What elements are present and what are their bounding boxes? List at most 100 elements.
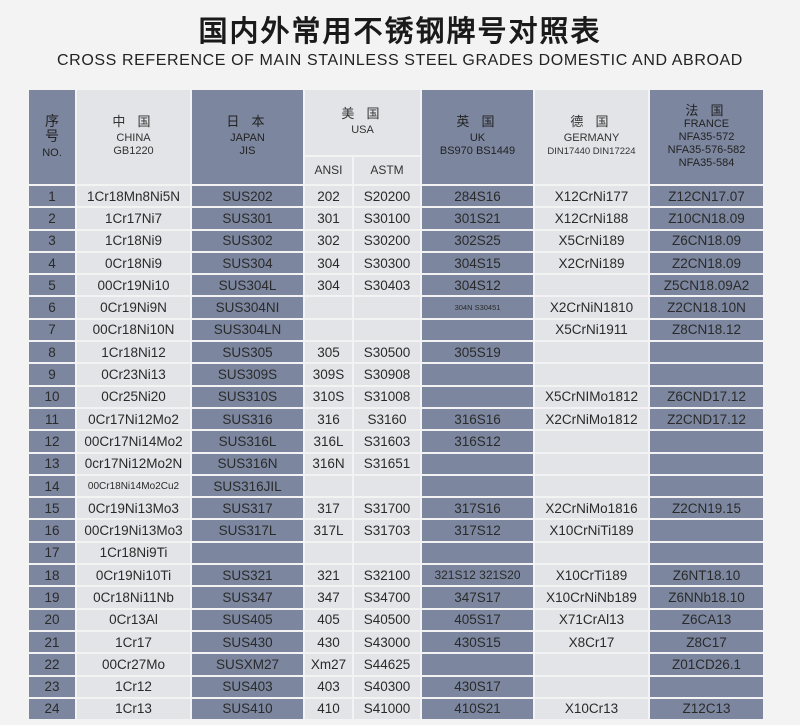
uk-grade bbox=[422, 453, 533, 474]
france-grade: Z2CN18.10N bbox=[650, 297, 763, 318]
japan-grade: SUS321 bbox=[192, 565, 303, 586]
table-row: 13 0cr17Ni12Mo2N SUS316N 316N S31651 bbox=[29, 453, 763, 474]
germany-grade: X10CrNiTi189 bbox=[535, 520, 648, 541]
japan-grade: SUS304L bbox=[192, 275, 303, 296]
uk-grade: 317S16 bbox=[422, 498, 533, 519]
france-grade: Z8C17 bbox=[650, 631, 763, 653]
japan-grade: SUS316 bbox=[192, 408, 303, 430]
row-number: 20 bbox=[29, 609, 75, 630]
page-title: 国内外常用不锈钢牌号对照表 bbox=[198, 14, 602, 48]
uk-grade: 347S17 bbox=[422, 587, 533, 608]
uk-grade: 405S17 bbox=[422, 609, 533, 630]
china-grade: 00Cr27Mo bbox=[77, 654, 190, 675]
germany-grade: X2CrNi189 bbox=[535, 252, 648, 274]
usa-astm: S41000 bbox=[354, 698, 420, 720]
china-grade: 0cr17Ni12Mo2N bbox=[77, 453, 190, 474]
table-row: 15 0Cr19Ni13Mo3 SUS317 317 S31700 317S16 X2CrN… bbox=[29, 498, 763, 519]
japan-grade: SUS304LN bbox=[192, 319, 303, 341]
usa-ansi bbox=[305, 475, 352, 497]
header-astm: ASTM bbox=[354, 157, 420, 184]
japan-grade: SUS302 bbox=[192, 230, 303, 251]
china-grade: 1Cr18Mn8Ni5N bbox=[77, 186, 190, 207]
china-grade: 1Cr12 bbox=[77, 676, 190, 697]
header-japan: 日 本 JAPAN JIS bbox=[192, 90, 303, 184]
japan-grade: SUS317L bbox=[192, 520, 303, 541]
table-row: 23 1Cr12 SUS403 403 S40300 430S17 bbox=[29, 676, 763, 697]
france-grade: Z8CN18.12 bbox=[650, 319, 763, 341]
uk-grade bbox=[422, 475, 533, 497]
japan-grade: SUS304NI bbox=[192, 297, 303, 318]
usa-astm: S30100 bbox=[354, 208, 420, 229]
usa-ansi: 316L bbox=[305, 431, 352, 452]
china-grade: 0Cr19Ni13Mo3 bbox=[77, 498, 190, 519]
header-uk: 英 国 UK BS970 BS1449 bbox=[422, 90, 533, 184]
uk-grade: 321S12 321S20 bbox=[422, 565, 533, 586]
table-row: 17 1Cr18Ni9Ti bbox=[29, 542, 763, 564]
japan-grade: SUS304 bbox=[192, 252, 303, 274]
row-number: 21 bbox=[29, 631, 75, 653]
table-row: 24 1Cr13 SUS410 410 S41000 410S21 X10Cr13 Z12C1… bbox=[29, 698, 763, 720]
china-grade: 00Cr19Ni13Mo3 bbox=[77, 520, 190, 541]
france-grade: Z2CND17.12 bbox=[650, 408, 763, 430]
france-grade: Z6CA13 bbox=[650, 609, 763, 630]
row-number: 2 bbox=[29, 208, 75, 229]
usa-ansi: 347 bbox=[305, 587, 352, 608]
usa-astm bbox=[354, 297, 420, 318]
usa-ansi: 304 bbox=[305, 252, 352, 274]
usa-ansi: 301 bbox=[305, 208, 352, 229]
row-number: 15 bbox=[29, 498, 75, 519]
header-no: 序号 NO. bbox=[29, 90, 75, 184]
row-number: 3 bbox=[29, 230, 75, 251]
uk-grade bbox=[422, 319, 533, 341]
france-grade: Z6CND17.12 bbox=[650, 386, 763, 407]
table-row: 12 00Cr17Ni14Mo2 SUS316L 316L S31603 316S12 bbox=[29, 431, 763, 452]
france-grade: Z01CD26.1 bbox=[650, 654, 763, 675]
japan-grade: SUS405 bbox=[192, 609, 303, 630]
japan-grade: SUSXM27 bbox=[192, 654, 303, 675]
china-grade: 0Cr18Ni11Nb bbox=[77, 587, 190, 608]
germany-grade: X12CrNi177 bbox=[535, 186, 648, 207]
uk-grade: 410S21 bbox=[422, 698, 533, 720]
usa-ansi: 316 bbox=[305, 408, 352, 430]
usa-astm: S44625 bbox=[354, 654, 420, 675]
usa-astm: S30908 bbox=[354, 364, 420, 385]
japan-grade: SUS316N bbox=[192, 453, 303, 474]
uk-grade bbox=[422, 542, 533, 564]
germany-grade: X5CrNi189 bbox=[535, 230, 648, 251]
china-grade: 00Cr17Ni14Mo2 bbox=[77, 431, 190, 452]
china-grade: 1Cr17 bbox=[77, 631, 190, 653]
france-grade: Z12C13 bbox=[650, 698, 763, 720]
germany-grade: X8Cr17 bbox=[535, 631, 648, 653]
germany-grade: X10Cr13 bbox=[535, 698, 648, 720]
japan-grade bbox=[192, 542, 303, 564]
usa-ansi: 430 bbox=[305, 631, 352, 653]
germany-grade: X2CrNiMo1812 bbox=[535, 408, 648, 430]
france-grade: Z6CN18.09 bbox=[650, 230, 763, 251]
china-grade: 0Cr18Ni9 bbox=[77, 252, 190, 274]
usa-astm bbox=[354, 542, 420, 564]
uk-grade: 305S19 bbox=[422, 342, 533, 363]
table-row: 10 0Cr25Ni20 SUS310S 310S S31008 X5CrNIMo1812… bbox=[29, 386, 763, 407]
usa-astm bbox=[354, 319, 420, 341]
germany-grade: X12CrNi188 bbox=[535, 208, 648, 229]
table-row: 20 0Cr13Al SUS405 405 S40500 405S17 X71CrAl13 Z… bbox=[29, 609, 763, 630]
uk-grade bbox=[422, 364, 533, 385]
france-grade bbox=[650, 676, 763, 697]
usa-ansi: 305 bbox=[305, 342, 352, 363]
row-number: 7 bbox=[29, 319, 75, 341]
usa-ansi: 302 bbox=[305, 230, 352, 251]
row-number: 16 bbox=[29, 520, 75, 541]
table-row: 1 1Cr18Mn8Ni5N SUS202 202 S20200 284S16 X12CrN… bbox=[29, 186, 763, 207]
usa-astm: S40300 bbox=[354, 676, 420, 697]
table-row: 4 0Cr18Ni9 SUS304 304 S30300 304S15 X2CrNi189 Z… bbox=[29, 252, 763, 274]
germany-grade bbox=[535, 542, 648, 564]
row-number: 17 bbox=[29, 542, 75, 564]
china-grade: 1Cr13 bbox=[77, 698, 190, 720]
row-number: 22 bbox=[29, 654, 75, 675]
france-grade bbox=[650, 542, 763, 564]
france-grade: Z6NNb18.10 bbox=[650, 587, 763, 608]
china-grade: 0Cr25Ni20 bbox=[77, 386, 190, 407]
uk-grade: 316S16 bbox=[422, 408, 533, 430]
row-number: 23 bbox=[29, 676, 75, 697]
row-number: 10 bbox=[29, 386, 75, 407]
